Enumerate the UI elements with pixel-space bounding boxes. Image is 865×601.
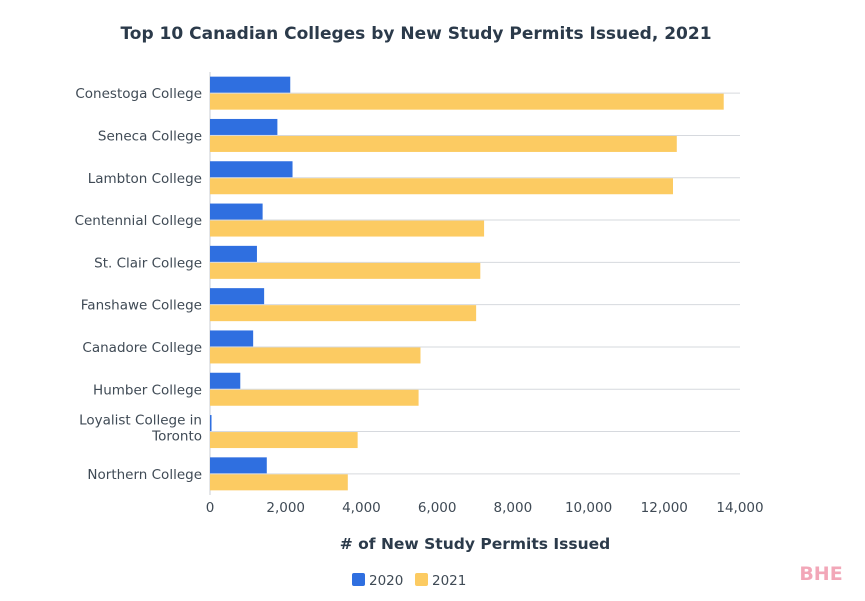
bar-2020-2[interactable] bbox=[210, 118, 278, 135]
legend-item-2020[interactable]: 2020 bbox=[352, 573, 403, 589]
bar-2021-8[interactable] bbox=[210, 389, 419, 406]
category-label: Loyalist College in Toronto bbox=[79, 413, 202, 445]
chart-title: Top 10 Canadian Colleges by New Study Pe… bbox=[120, 24, 711, 44]
bar-2021-10[interactable] bbox=[210, 474, 348, 491]
bar-2021-2[interactable] bbox=[210, 135, 677, 152]
category-label: Conestoga College bbox=[75, 86, 202, 102]
x-tick-label: 6,000 bbox=[418, 500, 457, 516]
x-tick-label: 10,000 bbox=[565, 500, 612, 516]
x-tick-label: 0 bbox=[206, 500, 215, 516]
bar-2021-7[interactable] bbox=[210, 347, 421, 364]
category-label: Canadore College bbox=[82, 340, 202, 356]
bar-2021-3[interactable] bbox=[210, 178, 673, 195]
bar-2021-5[interactable] bbox=[210, 262, 481, 279]
x-axis-label: # of New Study Permits Issued bbox=[340, 535, 610, 553]
legend-label: 2020 bbox=[369, 573, 403, 589]
x-tick-label: 14,000 bbox=[716, 500, 763, 516]
legend-swatch bbox=[415, 573, 428, 586]
bar-2020-10[interactable] bbox=[210, 457, 267, 474]
bar-2020-9[interactable] bbox=[210, 415, 212, 432]
bar-2020-5[interactable] bbox=[210, 245, 257, 262]
bar-2020-7[interactable] bbox=[210, 330, 254, 347]
bar-2021-6[interactable] bbox=[210, 305, 477, 322]
bars bbox=[210, 76, 724, 491]
x-axis-ticks: 0 2,000 4,000 6,000 8,000 10,000 12,000 14,000 bbox=[206, 500, 764, 516]
category-label: Humber College bbox=[93, 382, 202, 398]
legend-label: 2021 bbox=[432, 573, 466, 589]
category-labels: Conestoga College Seneca College Lambton C… bbox=[75, 86, 202, 483]
category-label: St. Clair College bbox=[94, 255, 202, 271]
bar-2020-3[interactable] bbox=[210, 161, 293, 178]
category-label: Northern College bbox=[87, 467, 202, 483]
gridlines bbox=[209, 72, 740, 495]
x-tick-label: 12,000 bbox=[641, 500, 688, 516]
bar-2021-9[interactable] bbox=[210, 432, 358, 449]
legend[interactable]: 2020 2021 bbox=[352, 573, 466, 589]
x-tick-label: 4,000 bbox=[342, 500, 381, 516]
category-label: Centennial College bbox=[75, 213, 202, 229]
bar-2021-1[interactable] bbox=[210, 93, 724, 110]
bar-2021-4[interactable] bbox=[210, 220, 485, 237]
category-label: Seneca College bbox=[98, 128, 202, 144]
category-label: Lambton College bbox=[88, 171, 202, 187]
category-label: Fanshawe College bbox=[81, 298, 202, 314]
brand-watermark: BHE bbox=[799, 563, 842, 585]
x-tick-label: 2,000 bbox=[266, 500, 305, 516]
bar-2020-4[interactable] bbox=[210, 203, 263, 220]
bar-2020-6[interactable] bbox=[210, 288, 265, 305]
bar-2020-8[interactable] bbox=[210, 372, 241, 389]
x-tick-label: 8,000 bbox=[494, 500, 533, 516]
legend-swatch bbox=[352, 573, 365, 586]
legend-item-2021[interactable]: 2021 bbox=[415, 573, 466, 589]
bar-2020-1[interactable] bbox=[210, 76, 291, 93]
